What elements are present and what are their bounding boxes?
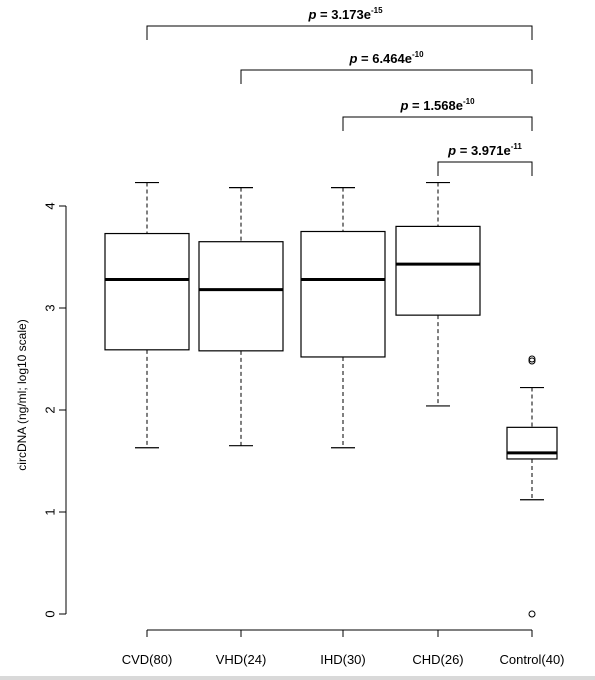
box-group: [395, 181, 481, 407]
y-tick-label: 2: [43, 406, 58, 413]
p-exponent: -11: [511, 142, 523, 151]
iqr-box: [395, 225, 481, 316]
y-axis-label: circDNA (ng/ml; log10 scale): [15, 319, 29, 470]
p-value: = 6.464e: [361, 51, 412, 66]
outlier-point: [528, 357, 536, 365]
p-value-label: p = 3.971e-11: [447, 142, 522, 158]
bracket-line: [240, 69, 533, 84]
bracket-line: [342, 116, 533, 131]
p-value-label: p = 1.568e-10: [399, 97, 475, 113]
bottom-band: [0, 676, 595, 680]
p-exponent: -10: [463, 97, 475, 106]
outlier-point: [528, 355, 536, 363]
comparison-bracket: p = 6.464e-10: [240, 50, 533, 84]
iqr-box: [198, 241, 284, 352]
y-tick-label: 1: [43, 508, 58, 515]
box-group: [104, 181, 190, 449]
p-value: = 3.971e: [460, 143, 511, 158]
bracket-line: [146, 25, 533, 40]
p-symbol: p: [399, 98, 412, 113]
p-value: = 1.568e: [412, 98, 463, 113]
boxes: [104, 181, 558, 618]
box-group: [198, 187, 284, 447]
x-tick-label: Control(40): [499, 652, 564, 667]
iqr-box: [104, 232, 190, 351]
p-exponent: -15: [371, 6, 383, 15]
p-symbol: p: [307, 7, 320, 22]
x-axis-labels: CVD(80) VHD(24) IHD(30) CHD(26) Control(40): [122, 629, 565, 667]
x-tick-label: VHD(24): [216, 652, 267, 667]
x-tick-label: IHD(30): [320, 652, 366, 667]
bracket-line: [437, 161, 533, 176]
significance-brackets: p = 3.173e-15p = 6.464e-10p = 1.568e-10p…: [146, 6, 533, 176]
y-tick-label: 0: [43, 610, 58, 617]
x-tick-label: CVD(80): [122, 652, 173, 667]
box-group: [506, 355, 558, 618]
y-axis: 0 1 2 3 4: [43, 202, 67, 618]
p-symbol: p: [447, 143, 460, 158]
p-value-label: p = 3.173e-15: [307, 6, 383, 22]
p-symbol: p: [348, 51, 361, 66]
box-group: [300, 187, 386, 449]
iqr-box: [300, 230, 386, 358]
comparison-bracket: p = 1.568e-10: [342, 97, 533, 131]
comparison-bracket: p = 3.173e-15: [146, 6, 533, 40]
p-exponent: -10: [412, 50, 424, 59]
x-tick-label: CHD(26): [412, 652, 463, 667]
comparison-bracket: p = 3.971e-11: [437, 142, 533, 176]
outlier-point: [528, 610, 536, 618]
y-tick-label: 3: [43, 304, 58, 311]
y-tick-label: 4: [43, 202, 58, 209]
p-value: = 3.173e: [320, 7, 371, 22]
p-value-label: p = 6.464e-10: [348, 50, 424, 66]
